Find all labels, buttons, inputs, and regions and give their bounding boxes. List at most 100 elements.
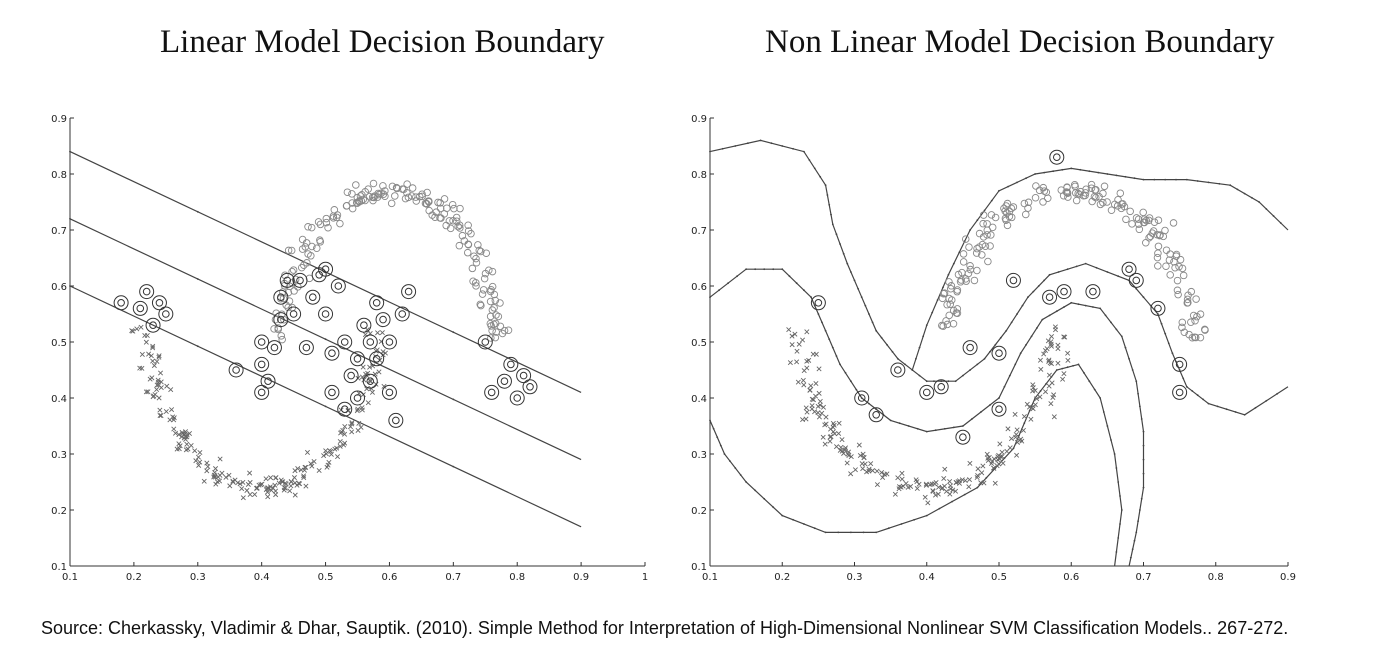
support-vector [1128,272,1144,288]
class-o-point [486,297,495,306]
boundary-marker [998,189,1000,192]
boundary-marker [452,398,455,401]
boundary-marker [911,369,914,371]
class-x-point [801,368,807,374]
support-vector [362,334,378,350]
class-o-point [953,286,962,294]
class-x-point [167,417,173,423]
x-tick-label: 0.3 [190,572,206,583]
boundary-marker [837,531,840,534]
margin-line [709,363,1123,567]
class-o-point [983,220,991,228]
support-vector [1121,261,1137,277]
boundary-marker [1084,262,1087,265]
boundary-marker [1061,367,1064,370]
boundary-marker [1106,271,1109,273]
support-vector-inner [347,371,355,380]
class-x-point [914,479,920,485]
class-o-point [486,319,495,328]
class-x-point [368,378,374,384]
boundary-marker [1138,405,1141,408]
class-o-point [1140,215,1149,224]
class-x-point [839,437,845,443]
class-o-point [987,211,996,219]
boundary-marker [1216,405,1219,408]
support-vector-inner [379,315,387,324]
class-o-point [456,224,464,232]
class-o-point [1031,193,1040,202]
boundary-marker [772,506,775,509]
boundary-marker [754,489,757,492]
support-vector [318,261,334,277]
class-x-point [953,480,959,486]
class-x-point [1034,396,1040,402]
boundary-marker [1142,430,1145,433]
class-o-point [302,239,311,247]
class-x-point [817,398,823,404]
class-x-point [804,329,810,335]
class-o-point [492,328,500,336]
class-x-point [156,353,162,359]
class-o-point [1110,200,1119,209]
x-tick-label: 0.4 [254,572,270,583]
class-x-point [808,383,814,389]
boundary-marker [813,167,816,170]
support-vector [516,368,532,384]
support-vector-inner [1125,265,1133,274]
boundary-marker [1057,271,1060,273]
boundary-marker [1137,392,1139,395]
class-x-point [268,475,274,481]
support-vector-inner [959,433,967,442]
class-x-point [820,434,826,440]
boundary-marker [1265,399,1268,402]
class-x-point [997,441,1003,447]
class-o-point [492,311,500,319]
class-o-point [961,235,970,243]
boundary-marker [196,345,199,348]
class-o-point [304,223,312,231]
class-x-point [1046,357,1052,363]
support-vector [496,373,512,389]
class-o-point [1145,233,1153,242]
class-o-point [1170,257,1178,266]
support-vector [810,295,826,311]
class-o-point [1122,215,1130,224]
class-x-point [1046,372,1052,378]
class-x-point [214,479,220,485]
boundary-marker [810,296,813,299]
support-vector [292,272,308,288]
class-o-point [494,312,503,321]
support-vector-inner [308,293,317,302]
class-o-point [1096,200,1105,209]
class-x-point [1016,437,1022,443]
class-x-point [217,456,223,462]
class-o-point [488,282,497,291]
class-o-point [488,306,497,314]
class-x-point [158,413,164,419]
class-x-point [800,337,806,343]
boundary-marker [1070,301,1073,304]
class-x-point [930,488,936,494]
boundary-marker [1131,548,1134,551]
class-o-point [1063,188,1072,197]
boundary-marker [1142,486,1145,489]
class-x-point [367,364,373,370]
support-vector [375,312,391,328]
support-vector [324,384,340,400]
support-vector [298,340,314,356]
boundary-marker [1045,383,1047,385]
class-o-point [1128,220,1136,228]
class-x-point [292,468,298,474]
boundary-marker [824,531,827,534]
boundary-marker [1039,390,1042,392]
boundary-marker [781,268,784,271]
x-tick-label: 0.9 [573,572,589,583]
class-x-point [272,482,278,488]
boundary-marker [875,531,878,534]
class-x-point [219,470,225,476]
class-x-point [205,464,211,470]
boundary-marker [819,175,822,178]
class-o-point [1107,206,1116,215]
boundary-marker [1196,180,1199,182]
class-x-point [967,460,973,466]
